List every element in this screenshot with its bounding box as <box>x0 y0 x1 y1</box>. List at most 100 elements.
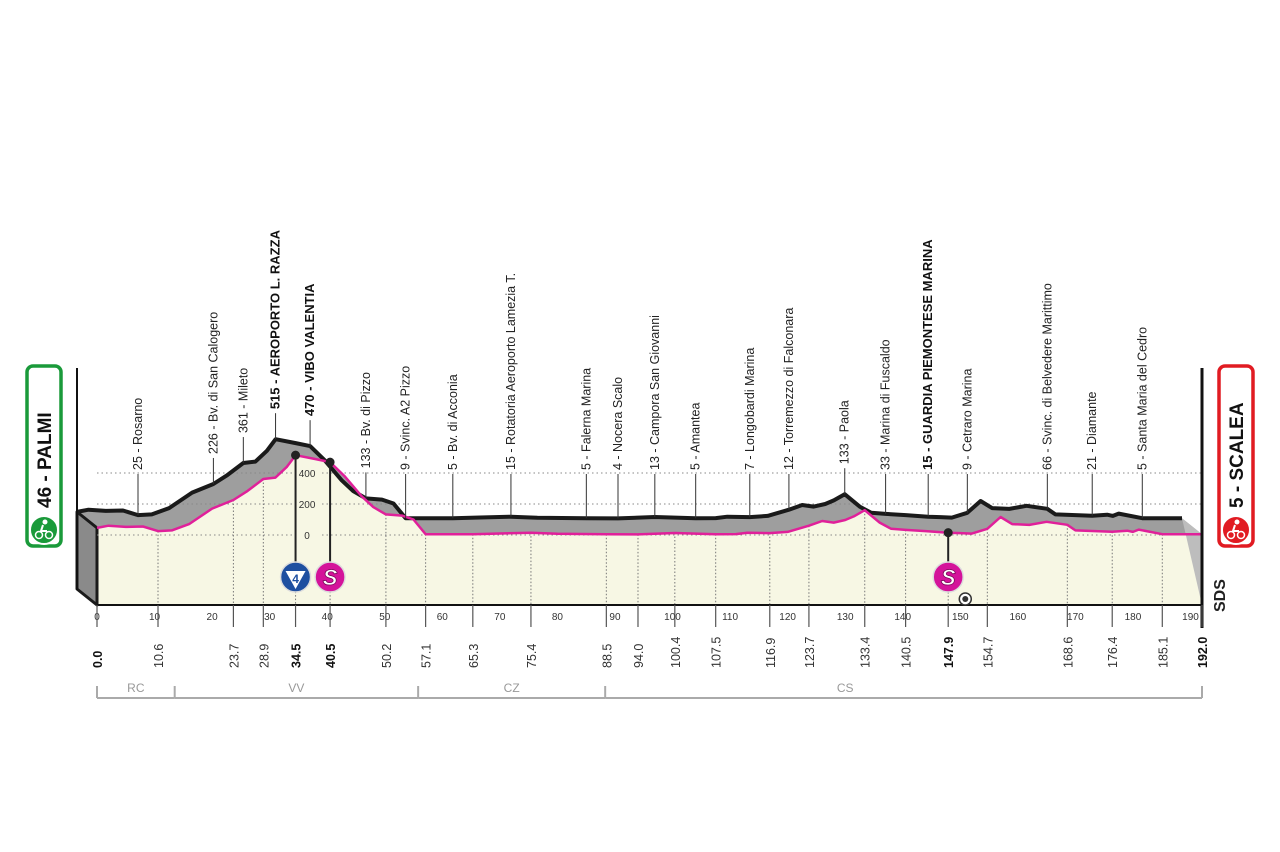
x-tick-label: 160 <box>1009 612 1026 623</box>
cyclist-icon-wheel <box>44 530 54 540</box>
km-marker-label: 133.4 <box>859 637 873 668</box>
location-label: 5 - Falerna Marina <box>579 368 593 470</box>
km-marker-label: 23.7 <box>227 644 241 668</box>
location-label: 226 - Bv. di San Calogero <box>206 312 220 454</box>
km-marker-label: 65.3 <box>467 644 481 668</box>
location-label: 66 - Svinc. di Belvedere Marittimo <box>1040 283 1054 470</box>
km-marker-label: 94.0 <box>632 644 646 668</box>
km-marker-label: 154.7 <box>981 637 995 668</box>
km-marker-label: 28.9 <box>257 644 271 668</box>
km-marker-label: 50.2 <box>380 644 394 668</box>
location-label: 4 - Nocera Scalo <box>611 377 625 470</box>
elevation-tick-bg <box>295 529 320 540</box>
profile-line <box>96 453 1202 536</box>
sprint-label: S <box>941 565 956 590</box>
km-marker-label: 34.5 <box>290 644 304 668</box>
marker-dot <box>943 528 953 538</box>
finish-badge: 5 - SCALEA <box>1217 364 1255 548</box>
x-tick-label: 180 <box>1125 612 1142 623</box>
km-marker-label: 147.9 <box>942 637 956 668</box>
location-label: 15 - Rotatoria Aeroporto Lamezia T. <box>504 273 518 470</box>
location-label: 9 - Svinc. A2 Pizzo <box>399 366 413 470</box>
sds-logo: SDS <box>1212 579 1229 612</box>
location-label: 33 - Marina di Fuscaldo <box>879 339 893 470</box>
sprint-icon <box>932 561 964 593</box>
sprint-icon <box>314 561 346 593</box>
x-tick-label: 10 <box>149 612 161 623</box>
km-marker-label: 57.1 <box>420 644 434 668</box>
finish-badge-frame <box>1217 364 1255 548</box>
profile-side-wall <box>75 510 99 607</box>
kom-category-label: 4 <box>292 572 299 586</box>
elevation-tick-bg <box>295 498 320 509</box>
kom-triangle <box>285 571 306 589</box>
cyclist-icon-body <box>1231 524 1239 532</box>
km-marker-label: 0.0 <box>91 651 105 668</box>
location-label: 133 - Paola <box>838 400 852 464</box>
km-marker-label: 168.6 <box>1061 637 1075 668</box>
profile-fill <box>97 455 1202 605</box>
province-label: CS <box>837 681 854 695</box>
location-label: 7 - Longobardi Marina <box>743 348 757 470</box>
profile-end-wall <box>1182 518 1202 605</box>
elevation-tick-label: 200 <box>299 500 316 511</box>
location-label: 25 - Rosarno <box>131 398 145 470</box>
cyclist-icon-wheel <box>1226 530 1236 540</box>
start-badge: 46 - PALMI <box>25 364 63 548</box>
location-label: 5 - Santa Maria del Cedro <box>1135 327 1149 470</box>
x-tick-label: 60 <box>437 612 449 623</box>
x-tick-label: 70 <box>494 612 506 623</box>
km-marker-label: 40.5 <box>324 644 338 668</box>
x-tick-label: 150 <box>952 612 969 623</box>
km-marker-label: 123.7 <box>803 637 817 668</box>
km-marker-label: 116.9 <box>764 638 778 668</box>
start-badge-label: 46 - PALMI <box>35 412 56 508</box>
profile-ridge <box>77 439 1202 535</box>
location-label: 470 - VIBO VALENTIA <box>302 283 317 416</box>
marker-dot <box>291 450 301 460</box>
province-label: CZ <box>504 681 520 695</box>
cyclist-icon-head <box>1234 519 1240 525</box>
location-label: 13 - Campora San Giovanni <box>648 315 662 470</box>
x-tick-label: 170 <box>1067 612 1084 623</box>
km-marker-label: 176.4 <box>1106 637 1120 668</box>
marker-dot <box>325 457 335 467</box>
province-label: RC <box>127 681 145 695</box>
location-label: 12 - Torremezzo di Falconara <box>782 308 796 470</box>
x-tick-label: 50 <box>379 612 391 623</box>
finish-badge-label: 5 - SCALEA <box>1227 402 1248 508</box>
x-tick-label: 110 <box>722 612 738 623</box>
km-marker-label: 100.4 <box>669 637 683 668</box>
km-marker-label: 75.4 <box>525 644 539 668</box>
x-tick-label: 30 <box>264 612 276 623</box>
cyclist-icon-wheel <box>1236 530 1246 540</box>
location-label: 9 - Cetraro Marina <box>960 369 974 470</box>
cyclist-icon-head <box>42 519 48 525</box>
elevation-tick-label: 0 <box>304 531 310 542</box>
x-tick-label: 120 <box>779 612 796 623</box>
x-tick-label: 100 <box>664 612 681 623</box>
cyclist-icon-wheel <box>34 530 44 540</box>
start-badge-frame <box>25 364 63 548</box>
km-marker-label: 185.1 <box>1156 637 1170 668</box>
x-tick-label: 20 <box>207 612 219 623</box>
km-marker-label: 192.0 <box>1196 637 1210 668</box>
x-tick-label: 80 <box>552 612 564 623</box>
elevation-tick-bg <box>295 467 320 478</box>
location-label: 5 - Bv. di Acconia <box>446 374 460 470</box>
x-tick-label: 140 <box>894 612 911 623</box>
km-marker-label: 10.6 <box>152 644 166 668</box>
elevation-tick-label: 400 <box>299 469 316 480</box>
tunnel-icon-glyph <box>962 596 969 602</box>
sprint-label: S <box>323 565 338 590</box>
x-tick-label: 90 <box>609 612 621 623</box>
province-label: VV <box>288 681 304 695</box>
x-tick-label: 130 <box>837 612 854 623</box>
location-label: 15 - GUARDIA PIEMONTESE MARINA <box>920 239 935 470</box>
location-label: 361 - Mileto <box>236 368 250 433</box>
x-tick-label: 190 <box>1182 612 1199 623</box>
location-label: 21 - Diamante <box>1085 391 1099 470</box>
location-label: 515 - AEROPORTO L. RAZZA <box>268 229 283 409</box>
location-label: 5 - Amantea <box>689 403 703 470</box>
